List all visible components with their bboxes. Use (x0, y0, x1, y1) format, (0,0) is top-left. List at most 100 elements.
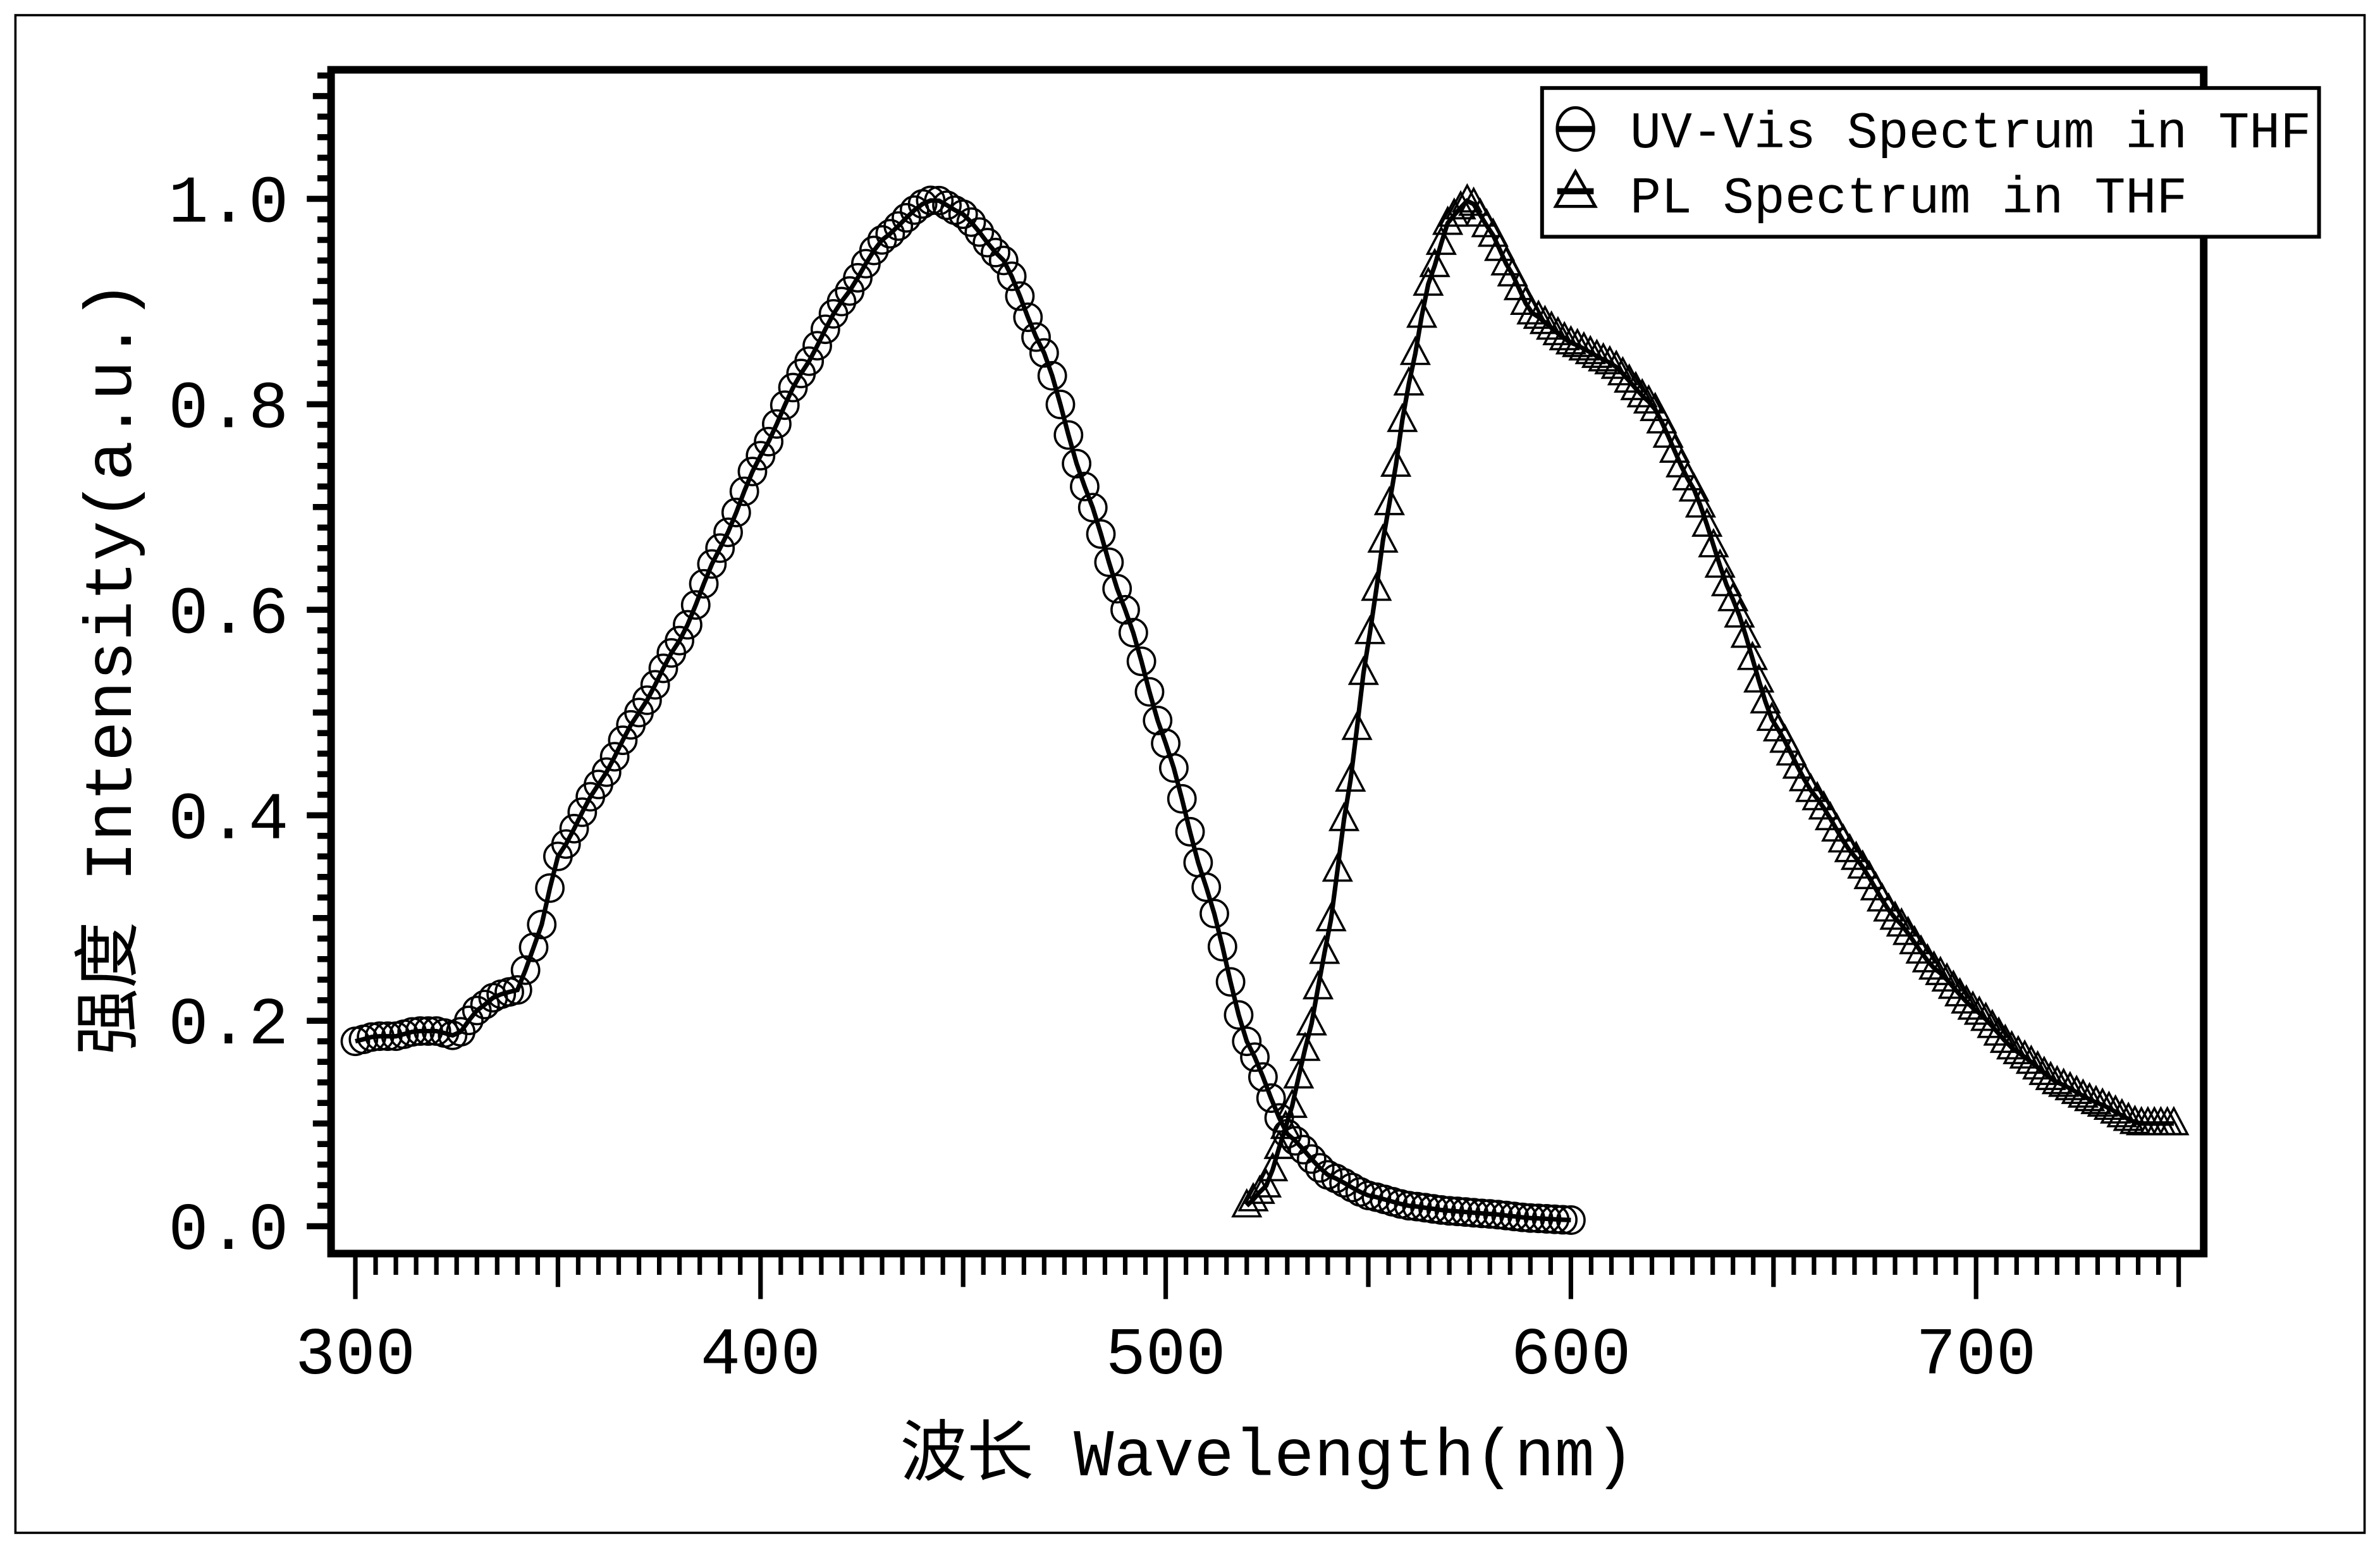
data-point-circle (810, 314, 840, 345)
data-point-circle (1256, 1083, 1286, 1113)
data-point-triangle (1361, 571, 1392, 601)
data-point-triangle (1911, 943, 1943, 973)
data-point-triangle (1594, 345, 1626, 375)
data-point-triangle (1549, 321, 1580, 351)
data-point-triangle (1516, 295, 1548, 325)
data-point-circle (1296, 1144, 1327, 1174)
x-tick-label: 400 (701, 1318, 821, 1394)
data-point-triangle (2158, 1105, 2190, 1136)
data-point-circle (591, 757, 622, 787)
data-point-triangle (1568, 331, 1600, 361)
data-point-circle (729, 476, 759, 507)
data-point-circle (1029, 338, 1059, 368)
data-point-triangle (1283, 1059, 1315, 1089)
data-point-circle (1037, 360, 1067, 391)
x-tick-label: 300 (295, 1318, 415, 1394)
data-point-triangle (1536, 310, 1567, 340)
data-point-circle (762, 409, 792, 439)
data-point-circle (680, 590, 711, 620)
data-point-triangle (1347, 655, 1379, 685)
data-point-circle (1215, 967, 1246, 997)
data-point-circle (1207, 931, 1237, 962)
data-point-triangle (2035, 1060, 2066, 1090)
legend: UV-Vis Spectrum in THF PL Spectrum in TH… (1540, 86, 2321, 239)
data-point-triangle (1574, 335, 1606, 364)
data-point-circle (567, 797, 598, 827)
data-point-triangle (1562, 328, 1593, 357)
data-point-triangle (1341, 710, 1373, 740)
data-point-triangle (1691, 507, 1723, 537)
data-point-circle (502, 975, 532, 1005)
data-point-triangle (1588, 341, 1619, 372)
series-uvvis (340, 185, 1586, 1235)
data-point-triangle (1600, 349, 1632, 379)
data-point-triangle (1445, 190, 1476, 220)
data-point-circle (1240, 1042, 1270, 1072)
data-point-circle (1410, 1193, 1440, 1223)
y-tick-label: 0.6 (168, 577, 288, 653)
data-point-circle (535, 873, 565, 903)
series-pl (1231, 183, 2190, 1218)
data-point-triangle (1873, 892, 1905, 922)
data-point-circle (1191, 872, 1222, 902)
data-point-circle (1499, 1201, 1530, 1232)
data-point-triangle (2100, 1094, 2132, 1124)
data-point-triangle (1354, 615, 1386, 644)
data-point-triangle (1736, 641, 1769, 670)
data-point-triangle (1957, 990, 1989, 1020)
data-point-circle (1126, 646, 1156, 677)
data-point-triangle (1996, 1029, 2028, 1060)
legend-label-pl: PL Spectrum in THF (1630, 169, 2187, 228)
y-tick-label: 0.0 (168, 1193, 288, 1269)
data-point-circle (1321, 1164, 1351, 1193)
data-point-circle (1062, 448, 1092, 479)
y-tick-label: 0.2 (168, 988, 288, 1064)
data-point-circle (397, 1017, 427, 1047)
data-point-circle (875, 219, 905, 249)
data-point-triangle (1581, 338, 1613, 368)
data-point-triangle (1607, 355, 1639, 386)
data-point-circle (608, 725, 638, 756)
data-point-circle (1329, 1168, 1359, 1198)
data-point-circle (1021, 322, 1051, 352)
data-point-triangle (1244, 1174, 1275, 1204)
data-point-circle (372, 1021, 403, 1052)
data-point-triangle (1970, 1001, 2002, 1031)
data-point-circle (1548, 1205, 1578, 1235)
data-point-triangle (2028, 1055, 2060, 1085)
data-point-circle (1418, 1194, 1448, 1224)
data-point-triangle (1795, 772, 1827, 802)
data-point-triangle (1743, 663, 1775, 693)
data-point-circle (599, 742, 630, 772)
data-point-circle (988, 245, 1019, 276)
data-point-circle (1143, 705, 1173, 735)
data-point-triangle (2087, 1087, 2118, 1117)
data-point-circle (510, 955, 541, 985)
data-point-circle (1086, 519, 1116, 549)
data-point-triangle (1419, 247, 1451, 278)
data-point-circle (843, 262, 873, 293)
data-point-triangle (1892, 916, 1924, 945)
data-point-triangle (1983, 1016, 2015, 1046)
data-point-triangle (1886, 907, 1917, 937)
data-point-triangle (1451, 183, 1483, 213)
data-point-triangle (1678, 472, 1710, 502)
data-point-triangle (1425, 225, 1457, 255)
data-point-circle (1426, 1195, 1456, 1225)
data-point-triangle (1879, 900, 1911, 930)
data-point-circle (794, 346, 825, 376)
data-point-circle (527, 909, 557, 940)
data-point-triangle (1289, 1031, 1321, 1061)
data-point-triangle (1367, 523, 1399, 553)
data-point-circle (1199, 899, 1229, 929)
data-point-triangle (1373, 486, 1405, 515)
data-point-triangle (1684, 488, 1717, 518)
data-point-triangle (2106, 1098, 2138, 1127)
data-point-triangle (1328, 801, 1360, 832)
data-point-circle (713, 517, 743, 548)
data-point-triangle (1698, 527, 1729, 558)
data-point-triangle (1335, 762, 1366, 792)
y-axis-title: 强度 Intensity(a.u.) (74, 280, 151, 1055)
y-tick-labels: 0.0 0.2 0.4 0.6 0.8 1.0 (168, 166, 288, 1269)
data-point-triangle (2048, 1067, 2080, 1097)
